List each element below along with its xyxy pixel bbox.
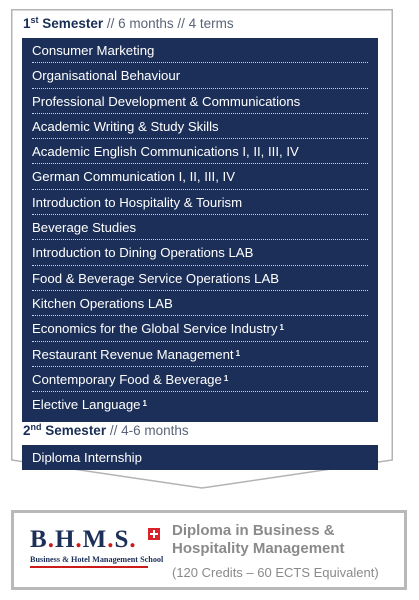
semester-2-duration: // 4-6 months [109, 423, 189, 438]
semester-1-word: Semester [42, 16, 104, 31]
course-item: Contemporary Food & Beverage 1 [32, 367, 368, 393]
course-item: Restaurant Revenue Management 1 [32, 342, 368, 367]
course-footnote-marker: 1 [142, 399, 147, 409]
diploma-title: Diploma in Business & Hospitality Manage… [172, 522, 345, 557]
diploma-footer: B.H.M.S. Business & Hotel Management Sch… [11, 510, 407, 590]
semester-1-course-list: Consumer Marketing Organisational Behavi… [22, 38, 378, 417]
course-footnote-marker: 1 [235, 348, 241, 358]
course-item: Professional Development & Communication… [32, 89, 368, 114]
semester-2-ordinal: nd [30, 422, 42, 432]
semester-1-header: 1st Semester // 6 months // 4 terms [23, 15, 234, 31]
semester-2-header: 2nd Semester // 4-6 months [23, 422, 189, 438]
course-footnote-marker: 1 [223, 373, 229, 383]
semester-2-course-list: Diploma Internship [22, 445, 378, 470]
semester-1-course-box: Consumer Marketing Organisational Behavi… [22, 38, 378, 422]
course-item: Introduction to Dining Operations LAB [32, 240, 368, 266]
course-item: Food & Beverage Service Operations LAB [32, 266, 368, 291]
semester-1-ordinal: st [30, 15, 39, 25]
course-footnote-marker: 1 [279, 323, 284, 333]
semester-1-number: 1 [23, 16, 31, 31]
course-item: Beverage Studies [32, 215, 368, 241]
course-item: Economics for the Global Service Industr… [32, 316, 368, 342]
bhms-logo: B.H.M.S. Business & Hotel Management Sch… [30, 526, 164, 576]
swiss-flag-icon [148, 528, 160, 540]
logo-subtitle: Business & Hotel Management School [30, 555, 164, 564]
logo-wordmark: B.H.M.S. [30, 526, 137, 553]
course-item: Consumer Marketing [32, 38, 368, 64]
semester-2-course-box: Diploma Internship [22, 445, 378, 470]
course-item: Elective Language 1 [32, 397, 147, 413]
semester-1-duration: // 6 months // 4 terms [106, 16, 234, 31]
course-item: Organisational Behaviour [32, 63, 368, 89]
course-item: Academic Writing & Study Skills [32, 114, 368, 140]
course-item: Introduction to Hospitality & Tourism [32, 190, 368, 216]
course-item: Kitchen Operations LAB [32, 291, 368, 317]
course-item: Academic English Communications I, II, I… [32, 139, 368, 165]
semester-2-word: Semester [45, 423, 107, 438]
diploma-credits: (120 Credits – 60 ECTS Equivalent) [172, 565, 379, 580]
course-item: German Communication I, II, III, IV [32, 164, 368, 190]
program-frame: 1st Semester // 6 months // 4 terms Cons… [11, 9, 393, 489]
semester-2-number: 2 [23, 423, 31, 438]
course-item: Diploma Internship [32, 450, 142, 465]
logo-underline [30, 566, 148, 568]
